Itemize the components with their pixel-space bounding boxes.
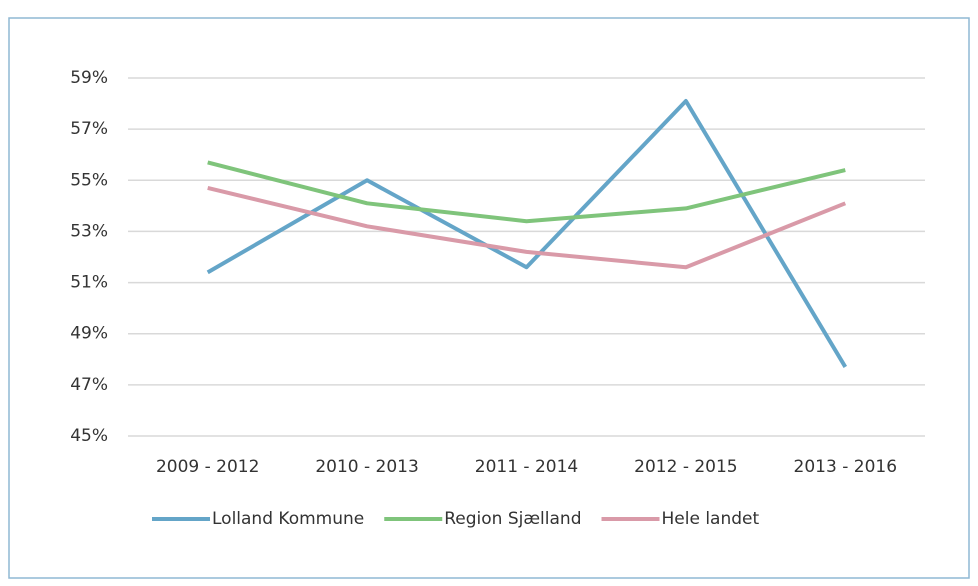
x-tick-label: 2013 - 2016	[794, 457, 897, 477]
x-tick-label: 2011 - 2014	[475, 457, 578, 477]
y-tick-label: 47%	[70, 375, 108, 395]
y-tick-label: 55%	[70, 170, 108, 190]
y-tick-label: 51%	[70, 273, 108, 293]
x-tick-label: 2010 - 2013	[315, 457, 418, 477]
x-tick-label: 2012 - 2015	[634, 457, 737, 477]
series-line	[207, 186, 847, 270]
x-tick-label: 2009 - 2012	[156, 457, 259, 477]
series-line	[206, 99, 848, 368]
y-tick-label: 59%	[70, 68, 108, 88]
legend-label: Region Sjælland	[444, 509, 581, 529]
y-tick-label: 49%	[70, 324, 108, 344]
legend-label: Hele landet	[662, 509, 760, 529]
y-tick-label: 57%	[70, 119, 108, 139]
legend-label: Lolland Kommune	[212, 509, 364, 529]
series-line	[207, 160, 846, 224]
chart-border	[8, 17, 970, 579]
y-tick-label: 53%	[70, 221, 108, 241]
y-tick-label: 45%	[70, 426, 108, 446]
